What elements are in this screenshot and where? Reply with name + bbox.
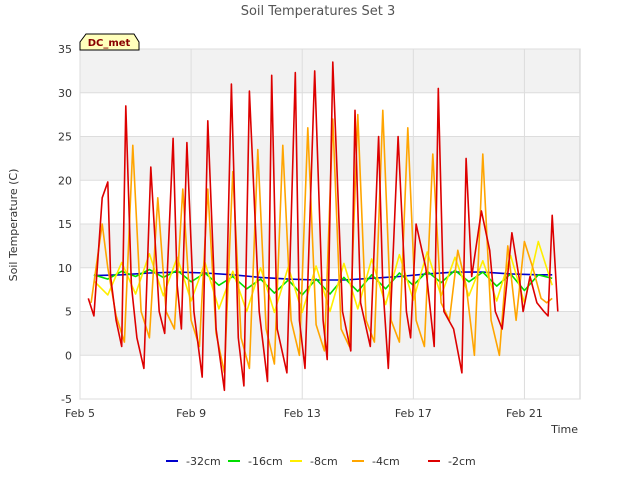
plot-band	[80, 311, 580, 356]
x-tick-label: Feb 17	[395, 407, 432, 420]
station-badge-text: DC_met	[88, 38, 131, 49]
series-line-8cm	[93, 240, 553, 314]
y-tick-label: 0	[65, 349, 72, 362]
legend-label: -4cm	[372, 455, 400, 468]
legend-label: -2cm	[448, 455, 476, 468]
y-tick-label: -5	[61, 393, 72, 406]
x-tick-label: Feb 21	[506, 407, 543, 420]
x-axis-label: Time	[550, 423, 578, 436]
legend-label: -32cm	[186, 455, 221, 468]
legend-label: -16cm	[248, 455, 283, 468]
chart-title: Soil Temperatures Set 3	[241, 4, 396, 19]
grid-lines	[79, 48, 580, 400]
y-tick-label: 35	[58, 43, 72, 56]
y-tick-label: 30	[58, 87, 72, 100]
legend: -32cm -16cm -8cm -4cm -2cm	[166, 455, 476, 468]
y-axis-label: Soil Temperature (C)	[7, 169, 20, 282]
y-tick-label: 10	[58, 262, 72, 275]
plot-band	[80, 49, 580, 93]
legend-label: -8cm	[310, 455, 338, 468]
x-tick-label: Feb 9	[176, 407, 206, 420]
station-badge: DC_met	[79, 33, 140, 51]
series-lines	[87, 61, 559, 392]
x-tick-label: Feb 5	[65, 407, 95, 420]
y-tick-label: 25	[58, 131, 72, 144]
plot-band	[80, 355, 580, 399]
x-axis-ticks: Feb 5 Feb 9 Feb 13 Feb 17 Feb 21	[65, 407, 543, 420]
y-axis-ticks: -5 0 5 10 15 20 25 30 35	[58, 43, 72, 406]
y-tick-label: 20	[58, 174, 72, 187]
series-line-2cm	[87, 61, 559, 392]
plot-band	[80, 92, 580, 137]
y-tick-label: 5	[65, 306, 72, 319]
y-tick-label: 15	[58, 218, 72, 231]
x-tick-label: Feb 13	[284, 407, 321, 420]
